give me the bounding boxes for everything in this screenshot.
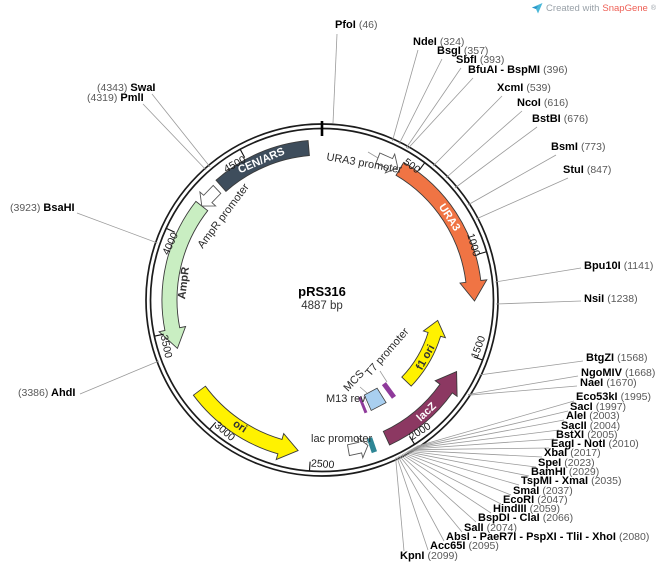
feature-lac-promoter-arrow[interactable]: [346, 436, 369, 460]
tick-label-1500: 1500: [469, 334, 488, 360]
site-AleI[interactable]: AleI (2003): [566, 410, 620, 422]
feature-t7-promoter-bar[interactable]: [381, 382, 397, 399]
site-BamHI[interactable]: BamHI (2029): [531, 466, 600, 478]
feature-m13-rev-bar[interactable]: [358, 395, 370, 414]
site-SalI[interactable]: SalI (2074): [464, 522, 517, 534]
site-StuI[interactable]: StuI (847): [563, 164, 612, 176]
feature-ura3-promoter-arrow[interactable]: [375, 152, 399, 174]
scale-ticks: [154, 149, 487, 471]
site-NaeI[interactable]: NaeI (1670): [580, 377, 637, 389]
site-BspDI-ClaI[interactable]: BspDI - ClaI (2066): [478, 512, 574, 524]
site-PfoI[interactable]: PfoI (46): [335, 19, 378, 31]
site-HindIII[interactable]: HindIII (2059): [493, 503, 561, 515]
mcs-cluster: [358, 382, 397, 454]
site-SpeI[interactable]: SpeI (2023): [538, 457, 595, 469]
site-AbsI-PaeR7I-PspXI-TliI-XhoI[interactable]: AbsI - PaeR7I - PspXI - TliI - XhoI (208…: [446, 531, 650, 543]
site-XcmI[interactable]: XcmI (539): [497, 82, 551, 94]
site-BsgI[interactable]: BsgI (357): [437, 45, 489, 57]
feature-ampr[interactable]: [158, 200, 209, 350]
site-SacI[interactable]: SacI (1997): [570, 401, 627, 413]
feature-primer-bar[interactable]: [366, 437, 377, 454]
credit-text: Created with: [546, 3, 600, 14]
site-SmaI[interactable]: SmaI (2037): [513, 485, 573, 497]
feature-label-lac-promoter: lac promoter: [311, 433, 372, 445]
site-NsiI[interactable]: NsiI (1238): [584, 293, 638, 305]
feature-label-m13-rev: M13 rev: [326, 393, 366, 405]
feature-ori[interactable]: [192, 385, 299, 461]
feature-label-t7-promoter: T7 promoter: [363, 326, 412, 379]
site-XbaI[interactable]: XbaI (2017): [544, 447, 601, 459]
site-BstBI[interactable]: BstBI (676): [532, 113, 589, 125]
site-BsaHI[interactable]: (3923) BsaHI: [10, 202, 75, 214]
tick-label-2500: 2500: [311, 458, 335, 472]
site-Eco53kI[interactable]: Eco53kI (1995): [576, 391, 652, 403]
site-NcoI[interactable]: NcoI (616): [517, 97, 569, 109]
site-EcoRI[interactable]: EcoRI (2047): [503, 494, 568, 506]
credit-brand: SnapGene: [602, 3, 648, 14]
feature-ura3[interactable]: [395, 161, 488, 302]
site-SwaI[interactable]: (4343) SwaI: [97, 82, 156, 94]
site-Bpu10I[interactable]: Bpu10I (1141): [584, 260, 654, 272]
site-BsmI[interactable]: BsmI (773): [551, 141, 606, 153]
credit-reg: ®: [650, 5, 656, 12]
snapgene-credit: Created with SnapGene ®: [532, 3, 656, 14]
site-SacII[interactable]: SacII (2004): [561, 420, 621, 432]
feature-label-ura3-promoter: URA3 promoter: [325, 151, 403, 176]
plasmid-title: pRS316 4887 bp: [298, 284, 346, 312]
features: [158, 140, 488, 461]
plasmid-backbone: [145, 121, 499, 477]
site-Acc65I[interactable]: Acc65I (2095): [430, 540, 499, 552]
feature-cen-ars[interactable]: [215, 140, 310, 193]
site-PmlI[interactable]: (4319) PmlI: [87, 92, 144, 104]
site-NdeI[interactable]: NdeI (324): [413, 36, 465, 48]
site-BtgZI[interactable]: BtgZI (1568): [586, 352, 648, 364]
feature-ampr-promoter-arrow[interactable]: [199, 184, 222, 207]
site-BstXI[interactable]: BstXI (2005): [556, 429, 618, 441]
site-KpnI[interactable]: KpnI (2099): [400, 550, 458, 562]
feature-lacz[interactable]: [382, 370, 458, 446]
snapgene-logo-icon: [532, 3, 543, 14]
site-AhdI[interactable]: (3386) AhdI: [18, 387, 76, 399]
site-NgoMIV[interactable]: NgoMIV (1668): [581, 367, 656, 379]
feature-f1-ori[interactable]: [401, 319, 447, 387]
feature-label-ampr: AmpR: [176, 266, 192, 300]
site-TspMI-XmaI[interactable]: TspMI - XmaI (2035): [521, 475, 622, 487]
leader-lines: [76, 33, 584, 552]
feature-mcs-box[interactable]: [363, 387, 387, 412]
site-SbfI[interactable]: SbfI (393): [456, 54, 505, 66]
site-EagI-NotI[interactable]: EagI - NotI (2010): [551, 438, 639, 450]
plasmid-size: 4887 bp: [301, 300, 343, 312]
tick-label-3500: 3500: [158, 334, 175, 360]
plasmid-name: pRS316: [298, 284, 346, 299]
site-BfuAI-BspMI[interactable]: BfuAI - BspMI (396): [468, 64, 568, 76]
